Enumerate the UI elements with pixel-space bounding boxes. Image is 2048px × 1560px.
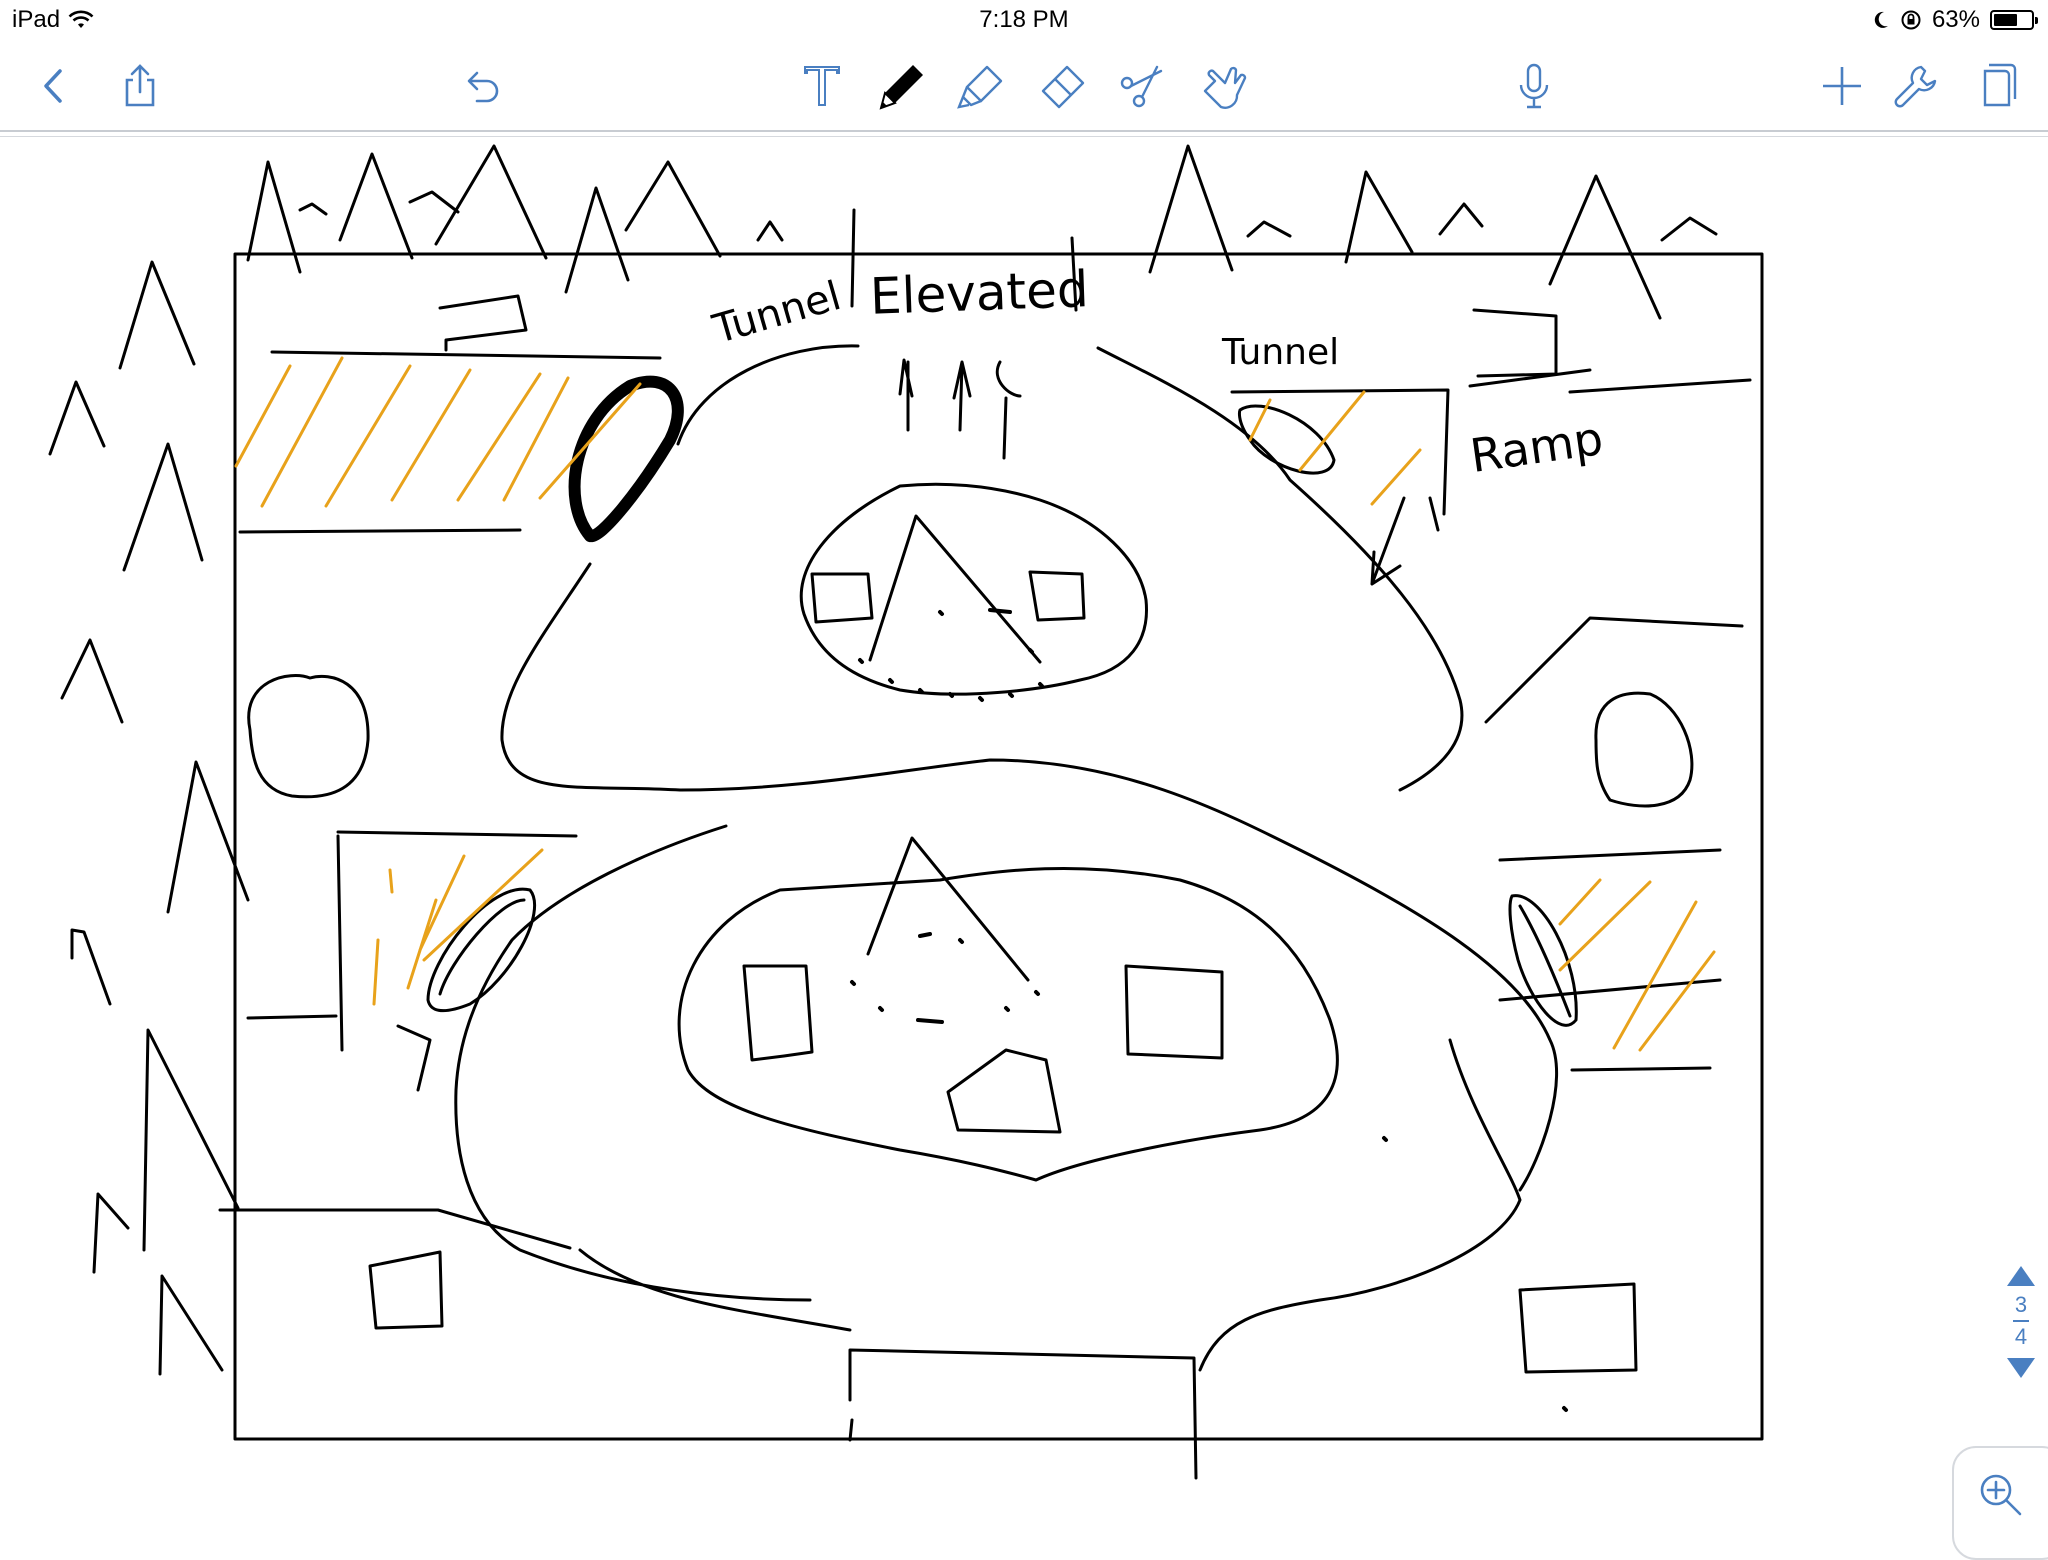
wall-top-left bbox=[238, 294, 662, 534]
map-border bbox=[233, 252, 1764, 1441]
microphone-button[interactable] bbox=[1504, 56, 1564, 116]
text-tool-icon bbox=[804, 66, 840, 106]
hatch-top-left bbox=[234, 356, 642, 508]
back-button[interactable] bbox=[24, 56, 84, 116]
back-icon bbox=[44, 69, 62, 103]
orientation-lock-icon bbox=[1901, 10, 1921, 30]
wifi-icon bbox=[68, 10, 94, 28]
text-tool-button[interactable] bbox=[792, 56, 852, 116]
zoom-in-icon bbox=[1980, 1474, 2022, 1516]
house-upper-left bbox=[810, 572, 874, 624]
pyramid-lower bbox=[866, 836, 1030, 982]
share-button[interactable] bbox=[110, 56, 170, 116]
tunnel-ring-heavy bbox=[568, 375, 684, 543]
road-upper-right bbox=[1096, 346, 1464, 792]
house-lower-right bbox=[1124, 964, 1224, 1060]
tunnel-ring-right bbox=[1508, 894, 1578, 1027]
tunnel-ring-left bbox=[426, 887, 537, 1013]
boulder-right bbox=[1594, 691, 1694, 808]
house-bottom-right bbox=[1518, 1282, 1638, 1374]
hatch-right bbox=[1558, 878, 1716, 1052]
dots-lower bbox=[850, 932, 1568, 1412]
tunnel-ring-top-right bbox=[1237, 404, 1336, 475]
divider-line bbox=[850, 208, 1078, 312]
undo-icon bbox=[467, 71, 499, 103]
moon-icon bbox=[1874, 11, 1888, 28]
page-navigator: 3 4 bbox=[1996, 1266, 2046, 1378]
wrench-icon bbox=[1894, 65, 1937, 108]
pyramid-upper bbox=[868, 514, 1042, 664]
pages-icon bbox=[1983, 63, 2017, 107]
hatch-top-right bbox=[1248, 390, 1422, 506]
page-total: 4 bbox=[2014, 1324, 2028, 1349]
wall-left-mid bbox=[218, 830, 578, 1250]
undo-button[interactable] bbox=[452, 56, 512, 116]
pencil-button[interactable] bbox=[872, 56, 932, 116]
zoom-button[interactable] bbox=[1952, 1446, 2048, 1560]
share-icon bbox=[125, 64, 155, 107]
page-current: 3 bbox=[2014, 1292, 2028, 1317]
ramp-arrow bbox=[1370, 496, 1440, 586]
toolbar-divider bbox=[0, 136, 2048, 137]
dots-upper bbox=[858, 608, 1044, 702]
hand-pointer-button[interactable] bbox=[1192, 56, 1252, 116]
page-down-icon[interactable] bbox=[2007, 1358, 2035, 1378]
gate-bottom bbox=[848, 1348, 1198, 1480]
eraser-icon bbox=[1041, 65, 1085, 109]
road-lower bbox=[454, 824, 1522, 1372]
battery-level bbox=[1994, 14, 2017, 26]
house-lower-left bbox=[742, 964, 814, 1062]
status-bar: iPad 7:18 PM 63% bbox=[0, 0, 2048, 40]
house-lower-center bbox=[946, 1048, 1062, 1134]
boulder-left bbox=[247, 674, 370, 799]
hill-upper bbox=[799, 482, 1148, 696]
microphone-icon bbox=[1519, 63, 1549, 109]
scissors-icon bbox=[1120, 65, 1163, 108]
status-time: 7:18 PM bbox=[979, 6, 1069, 33]
device-name: iPad bbox=[12, 6, 61, 33]
elevated-label: Elevated bbox=[869, 260, 1090, 326]
highlighter-icon bbox=[957, 65, 1003, 109]
page-divider bbox=[2013, 1320, 2029, 1322]
status-right: 63% bbox=[1872, 6, 2038, 34]
battery-icon bbox=[1990, 10, 2038, 30]
wrench-button[interactable] bbox=[1886, 56, 1946, 116]
hill-lower bbox=[677, 866, 1339, 1182]
hatch-left bbox=[372, 848, 544, 1006]
elevated-arrows bbox=[898, 358, 1022, 460]
status-left: iPad bbox=[12, 6, 94, 34]
toolbar bbox=[0, 40, 2048, 132]
scissors-button[interactable] bbox=[1112, 56, 1172, 116]
battery-percent: 63% bbox=[1931, 6, 1980, 33]
mountains-left bbox=[48, 260, 250, 1376]
highlighter-button[interactable] bbox=[952, 56, 1012, 116]
house-bottom-left bbox=[368, 1250, 444, 1330]
pencil-icon bbox=[879, 65, 923, 110]
tunnel-label-right: Tunnel bbox=[1222, 332, 1340, 373]
add-button[interactable] bbox=[1812, 56, 1872, 116]
pages-button[interactable] bbox=[1966, 56, 2026, 116]
hand-pointer-icon bbox=[1203, 66, 1247, 109]
page-up-icon[interactable] bbox=[2007, 1266, 2035, 1286]
wall-right bbox=[1468, 368, 1752, 1072]
road-upper-left bbox=[500, 344, 1559, 1192]
wall-top-right bbox=[1230, 308, 1558, 516]
add-icon bbox=[1823, 67, 1861, 105]
mountains-top bbox=[246, 144, 1718, 320]
sketch-drawing bbox=[48, 144, 1764, 1480]
eraser-button[interactable] bbox=[1032, 56, 1092, 116]
house-upper-right bbox=[1028, 570, 1086, 622]
drawing-canvas[interactable]: Tunnel Elevated Tunnel Ramp bbox=[0, 138, 2048, 1536]
